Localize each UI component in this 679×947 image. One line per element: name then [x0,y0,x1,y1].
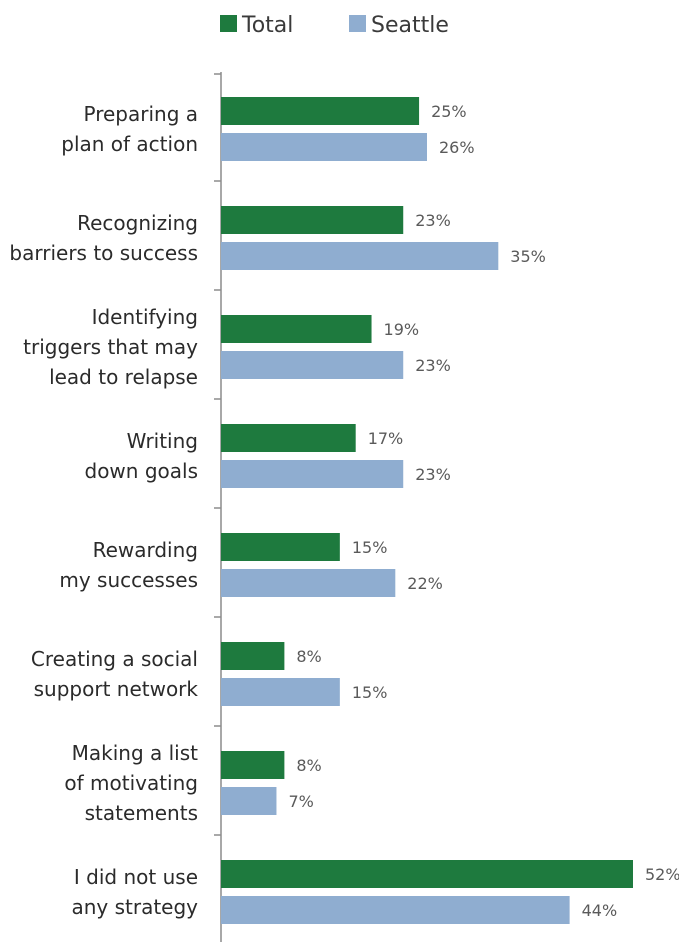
bar-seattle [221,460,404,488]
bar-total [221,751,285,779]
bar-total [221,642,285,670]
legend-swatch [220,15,237,32]
legend-label: Total [241,13,293,38]
data-label-seattle: 26% [439,138,475,157]
bar-group: 8% 7% [221,751,322,815]
bar-total [221,97,420,125]
data-label-total: 8% [296,647,321,666]
bar-total [221,533,340,561]
bar-seattle [221,242,499,270]
axis [214,72,222,945]
data-label-seattle: 23% [415,356,451,375]
data-label-total: 52% [645,865,679,884]
data-label-total: 23% [415,211,451,230]
category-label: Identifying triggers that may lead to rela… [23,305,198,389]
bar-seattle [221,678,340,706]
category-label: Writing down goals [85,429,199,483]
data-label-seattle: 23% [415,465,451,484]
data-label-seattle: 15% [352,683,388,702]
bar-group: 8% 15% [221,642,387,706]
data-label-total: 15% [352,538,388,557]
legend-item-total: Total [220,13,293,38]
legend-swatch [349,15,366,32]
bar-group: 19% 23% [221,315,451,379]
category-label: Making a list of motivating statements [64,741,198,825]
data-label-seattle: 35% [510,247,546,266]
legend-item-seattle: Seattle [349,13,449,38]
bar-group: 15% 22% [221,533,443,597]
category-label: I did not use any strategy [71,865,198,919]
category-labels: Preparing a plan of action Recognizing barr… [9,102,198,919]
bar-total [221,424,356,452]
data-label-seattle: 44% [582,901,618,920]
bar-group: 25% 26% [221,97,475,161]
bar-seattle [221,896,570,924]
category-label: Preparing a plan of action [61,102,198,156]
legend-label: Seattle [371,13,449,38]
data-label-total: 25% [431,102,467,121]
category-label: Creating a social support network [31,647,198,701]
bar-seattle [221,351,404,379]
bar-total [221,315,372,343]
data-label-total: 8% [296,756,321,775]
bar-seattle [221,569,396,597]
category-label: Rewarding my successes [59,538,198,592]
bar-seattle [221,133,427,161]
legend: Total Seattle [220,13,449,38]
bar-group: 23% 35% [221,206,546,270]
bars: 25% 26% 23% 35% 19% 23% 17% 23% 15% 22% 8% 15% 8% 7% 5… [221,97,679,924]
data-label-total: 19% [384,320,420,339]
data-label-seattle: 7% [288,792,313,811]
data-label-total: 17% [368,429,404,448]
bar-group: 17% 23% [221,424,451,488]
bar-group: 52% 44% [221,860,679,924]
bar-total [221,860,633,888]
bar-seattle [221,787,277,815]
data-label-seattle: 22% [407,574,443,593]
bar-total [221,206,404,234]
category-label: Recognizing barriers to success [9,211,198,265]
